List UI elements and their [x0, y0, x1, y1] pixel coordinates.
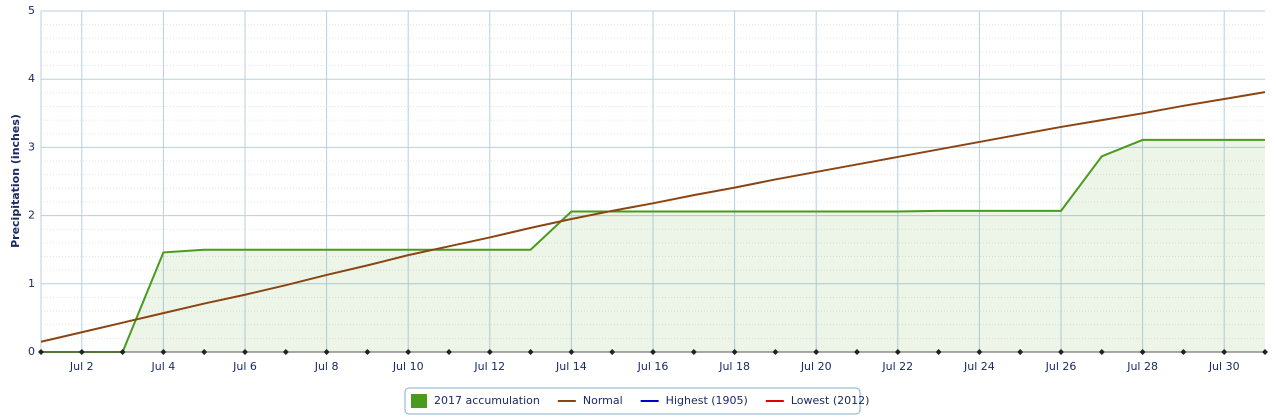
x-tick-label: Jul 10: [392, 360, 424, 373]
axis-marker: [405, 349, 412, 355]
x-tick-label: Jul 30: [1208, 360, 1240, 373]
legend-label: 2017 accumulation: [434, 394, 540, 407]
axis-marker: [446, 349, 452, 355]
line: [41, 138, 1265, 353]
x-tick-label: Jul 12: [473, 360, 505, 373]
axis-marker: [690, 349, 697, 355]
axis-marker: [650, 349, 656, 355]
axis-marker: [323, 349, 330, 355]
y-tick-label: 4: [28, 72, 35, 85]
axis-marker: [1058, 349, 1064, 355]
axis-marker: [935, 349, 942, 355]
axis-marker: [976, 349, 983, 355]
y-tick-label: 0: [28, 345, 35, 358]
axis-marker: [568, 349, 575, 355]
axis-marker: [201, 349, 208, 355]
x-tick-label: Jul 26: [1045, 360, 1077, 373]
axis-marker: [242, 349, 248, 355]
y-tick-label: 2: [28, 209, 35, 222]
legend-label: Lowest (2012): [791, 394, 870, 407]
legend-label: Normal: [583, 394, 623, 407]
x-tick-label: Jul 18: [718, 360, 750, 373]
axis-marker: [527, 349, 534, 355]
axis-marker: [854, 349, 860, 355]
x-tick-label: Jul 28: [1126, 360, 1158, 373]
axis-marker: [1221, 349, 1228, 355]
axis-marker: [160, 349, 167, 355]
axis-marker: [813, 349, 820, 355]
x-tick-label: Jul 14: [555, 360, 587, 373]
area: [41, 139, 1265, 352]
axis-marker: [486, 349, 493, 355]
axis-marker: [78, 349, 85, 355]
axis-marker: [282, 349, 289, 355]
axis-marker: [364, 349, 371, 355]
y-tick-label: 1: [28, 277, 35, 290]
axis-marker: [772, 349, 779, 355]
x-tick-label: Jul 6: [232, 360, 257, 373]
legend-label: Highest (1905): [666, 394, 748, 407]
axis-marker: [894, 349, 901, 355]
x-tick-label: Jul 22: [881, 360, 913, 373]
x-tick-label: Jul 16: [637, 360, 669, 373]
x-tick-label: Jul 4: [151, 360, 176, 373]
axis-marker: [609, 349, 616, 355]
axis-marker: [1017, 349, 1024, 355]
axis-marker: [1139, 349, 1146, 355]
x-tick-label: Jul 24: [963, 360, 995, 373]
axis-marker: [1098, 349, 1105, 355]
x-tick-label: Jul 8: [314, 360, 339, 373]
x-tick-label: Jul 20: [800, 360, 832, 373]
y-tick-label: 5: [28, 4, 35, 17]
axis-marker: [1262, 349, 1268, 355]
axis-marker: [38, 349, 44, 355]
axis-marker: [731, 349, 738, 355]
y-axis-label: Precipitation (inches): [9, 114, 22, 248]
axis-marker: [119, 349, 126, 355]
line: [40, 91, 1266, 343]
legend-swatch: [411, 394, 427, 408]
x-tick-label: Jul 2: [69, 360, 94, 373]
legend-box: [404, 387, 861, 415]
y-tick-label: 3: [28, 140, 35, 153]
axis-marker: [1180, 349, 1187, 355]
